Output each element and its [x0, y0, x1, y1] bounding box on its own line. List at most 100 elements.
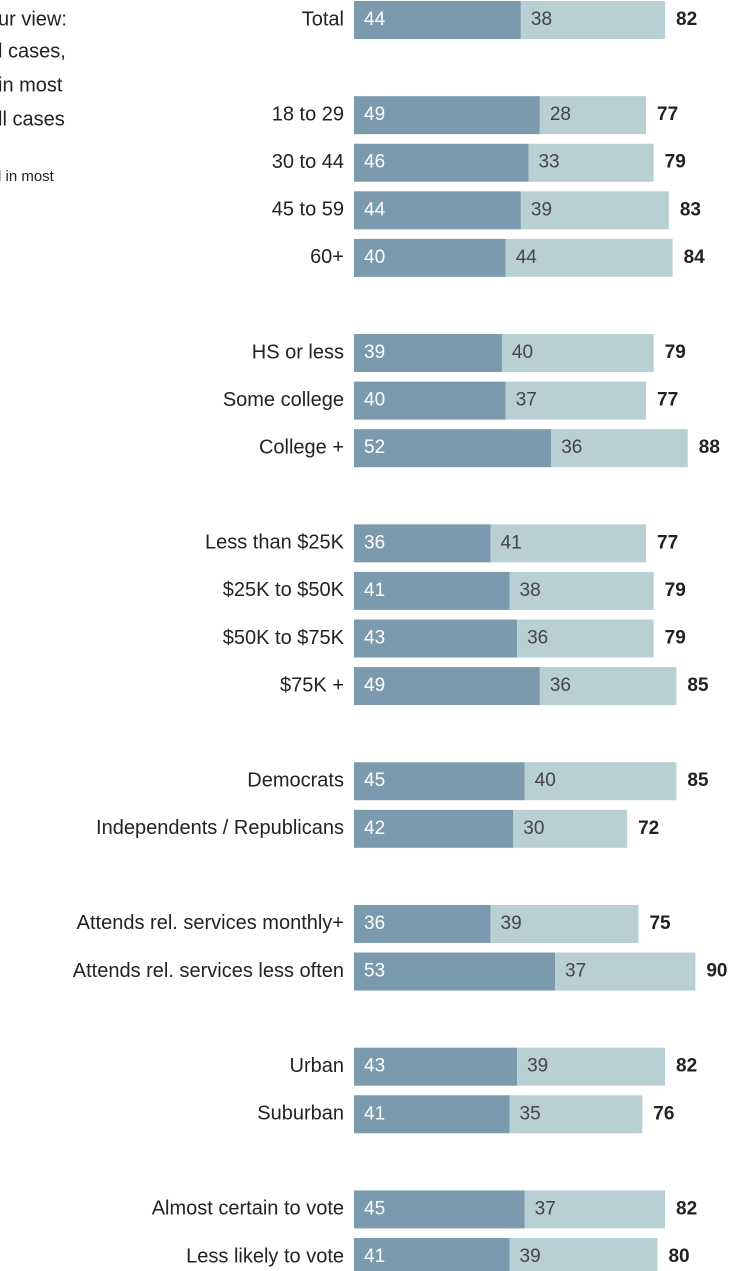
bar-segment	[528, 143, 654, 182]
segment-label: 36	[364, 913, 385, 934]
segment-label: 42	[364, 818, 385, 839]
segment-label: 49	[364, 675, 385, 696]
category-label: Independents / Republicans	[96, 817, 344, 839]
total-label: 88	[699, 437, 720, 458]
bar-segment	[354, 809, 514, 848]
total-label: 83	[680, 199, 701, 220]
category-label: Less likely to vote	[186, 1245, 344, 1267]
segment-label: 45	[364, 770, 385, 791]
bar-segment	[524, 1190, 666, 1229]
segment-label: 33	[538, 152, 559, 173]
bar-segment	[524, 762, 677, 801]
category-label: Less than $25K	[205, 532, 345, 554]
segment-label: 43	[364, 628, 385, 649]
segment-label: 37	[535, 1198, 556, 1219]
bar-segment	[354, 571, 510, 610]
category-label: 30 to 44	[272, 151, 344, 173]
bar-segment	[354, 191, 521, 230]
category-label: 18 to 29	[272, 103, 344, 125]
category-label: $50K to $75K	[223, 627, 345, 649]
total-label: 79	[665, 580, 686, 601]
bar-segment	[354, 238, 506, 277]
total-label: 72	[638, 818, 659, 839]
segment-label: 41	[364, 1103, 385, 1124]
total-label: 77	[657, 104, 678, 125]
segment-label: 44	[364, 199, 386, 220]
legend-fragment: in most	[0, 74, 63, 96]
bar-segment	[354, 1095, 510, 1134]
legend-fragment: l cases,	[0, 40, 66, 62]
segment-label: 40	[535, 770, 556, 791]
bar-segment	[354, 904, 491, 943]
segment-label: 52	[364, 437, 385, 458]
segment-label: 49	[364, 104, 385, 125]
segment-label: 40	[364, 390, 385, 411]
category-label: 60+	[310, 246, 344, 268]
total-label: 82	[676, 1198, 697, 1219]
bar-segment	[354, 381, 506, 420]
legend-fragment: ur view:	[0, 8, 67, 30]
category-label: $75K +	[280, 674, 344, 696]
bar-segment	[517, 619, 654, 658]
category-label: HS or less	[252, 341, 344, 363]
bar-segment	[354, 524, 491, 563]
segment-label: 46	[364, 152, 385, 173]
bar-segment	[354, 1190, 525, 1229]
category-label: Democrats	[247, 770, 344, 792]
bar-segment	[354, 667, 540, 706]
total-label: 75	[649, 913, 671, 934]
segment-label: 40	[512, 342, 533, 363]
segment-label: 41	[364, 1246, 385, 1267]
bar-segment	[354, 429, 552, 468]
segment-label: 39	[501, 913, 522, 934]
total-label: 82	[676, 9, 697, 30]
total-label: 79	[665, 342, 686, 363]
bar-segment	[354, 1, 521, 39]
segment-label: 40	[364, 247, 385, 268]
bar-segment	[354, 1238, 510, 1271]
total-label: 77	[657, 390, 678, 411]
category-label: Suburban	[257, 1103, 344, 1125]
segment-label: 41	[501, 532, 522, 553]
category-label: Attends rel. services monthly+	[77, 912, 344, 934]
segment-label: 39	[531, 199, 552, 220]
category-label: Almost certain to vote	[152, 1198, 344, 1220]
segment-label: 44	[516, 247, 538, 268]
bar-segment	[354, 96, 540, 135]
category-label: Total	[302, 8, 344, 30]
segment-label: 36	[550, 675, 571, 696]
bar-segment	[501, 334, 654, 373]
segment-label: 35	[520, 1103, 541, 1124]
bar-segment	[354, 143, 529, 182]
segment-label: 41	[364, 580, 385, 601]
bar-segment	[354, 1047, 518, 1086]
segment-label: 28	[550, 104, 571, 125]
bar-segment	[551, 429, 688, 468]
bar-segment	[354, 762, 525, 801]
total-label: 79	[665, 152, 686, 173]
bar-segment	[517, 1047, 666, 1086]
category-label: Some college	[223, 389, 344, 411]
bar-segment	[509, 571, 654, 610]
segment-label: 39	[520, 1246, 541, 1267]
bar-segment	[539, 96, 647, 135]
segment-label: 37	[516, 390, 537, 411]
bar-segment	[539, 667, 677, 706]
segment-label: 44	[364, 9, 386, 30]
category-label: $25K to $50K	[223, 579, 345, 601]
legend-fragment: ll cases	[0, 108, 65, 130]
bar-segment	[505, 381, 647, 420]
bar-segment	[509, 1095, 643, 1134]
segment-label: 43	[364, 1056, 385, 1077]
bar-segment	[505, 238, 673, 277]
segment-label: 39	[364, 342, 385, 363]
category-label: Attends rel. services less often	[73, 960, 344, 982]
category-label: Urban	[290, 1055, 344, 1077]
bar-segment	[555, 952, 696, 991]
bar-segment	[520, 191, 669, 230]
bar-segment	[490, 524, 647, 563]
total-label: 76	[653, 1103, 674, 1124]
segment-label: 36	[561, 437, 582, 458]
category-label: 45 to 59	[272, 199, 344, 221]
segment-label: 38	[520, 580, 541, 601]
